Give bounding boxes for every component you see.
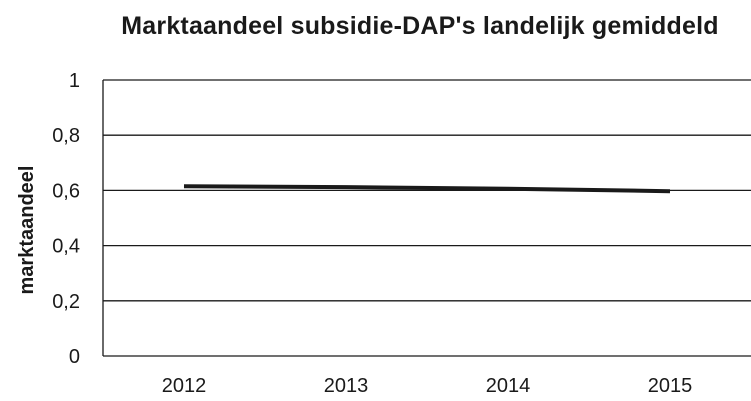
x-tick-label: 2014 [486, 375, 531, 397]
y-tick-label: 1 [69, 70, 80, 92]
y-tick-label: 0 [69, 346, 80, 368]
y-axis-title: marktaandeel [16, 166, 38, 295]
y-tick-label: 0,4 [52, 236, 80, 258]
chart-title: Marktaandeel subsidie-DAP's landelijk ge… [121, 12, 719, 40]
y-tick-label: 0,2 [52, 291, 80, 313]
series-line-0 [183, 184, 671, 194]
y-tick-labels: 0 0,2 0,4 0,6 0,8 1 [52, 70, 80, 368]
x-tick-label: 2013 [324, 375, 369, 397]
x-tick-label: 2012 [162, 375, 207, 397]
x-tick-labels: 2012 2013 2014 2015 [162, 375, 693, 397]
y-tick-label: 0,6 [52, 180, 80, 202]
gridlines [102, 79, 751, 357]
x-tick-label: 2015 [648, 375, 693, 397]
series-layer [183, 184, 671, 194]
y-tick-label: 0,8 [52, 125, 80, 147]
